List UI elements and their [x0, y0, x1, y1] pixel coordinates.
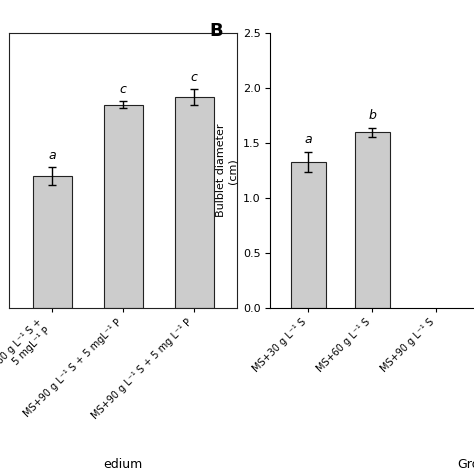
- Text: c: c: [120, 83, 127, 96]
- Bar: [355, 132, 390, 308]
- Bar: [175, 97, 214, 308]
- Text: B: B: [209, 22, 223, 40]
- Text: b: b: [368, 109, 376, 122]
- Text: a: a: [48, 149, 56, 162]
- Bar: [291, 162, 326, 308]
- Y-axis label: Bulblet diameter
(cm): Bulblet diameter (cm): [216, 124, 237, 218]
- Text: edium: edium: [104, 457, 143, 471]
- Bar: [33, 176, 72, 308]
- Text: a: a: [305, 134, 312, 146]
- Text: Grow: Grow: [458, 457, 474, 471]
- Bar: [104, 105, 143, 308]
- Text: c: c: [191, 71, 198, 84]
